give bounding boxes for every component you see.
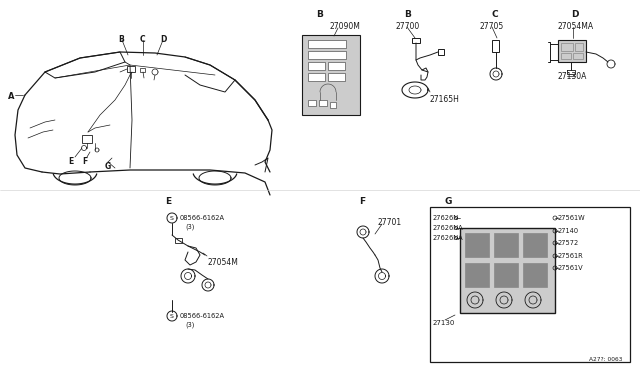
Text: A27?: 0063: A27?: 0063 (589, 357, 622, 362)
Text: (3): (3) (185, 322, 195, 328)
Bar (558, 40, 586, 62)
Bar (438, 49, 444, 55)
Bar (523, 263, 547, 287)
Text: 27054M: 27054M (208, 258, 239, 267)
Text: 27090M: 27090M (330, 22, 361, 31)
Bar (492, 40, 499, 52)
Text: 08566-6162A: 08566-6162A (180, 215, 225, 221)
Text: 27701: 27701 (378, 218, 402, 227)
Bar (523, 233, 547, 257)
Bar (330, 102, 336, 108)
Text: 27054MA: 27054MA (558, 22, 594, 31)
Text: 27561R: 27561R (558, 253, 584, 259)
Bar (465, 263, 489, 287)
Text: (3): (3) (185, 224, 195, 231)
Bar (127, 66, 135, 72)
Bar (308, 40, 346, 48)
Polygon shape (525, 292, 541, 308)
Text: S: S (170, 314, 174, 318)
Text: D: D (572, 10, 579, 19)
Bar (82, 135, 92, 143)
Text: G: G (105, 162, 111, 171)
Text: G: G (444, 197, 452, 206)
Bar (328, 62, 345, 70)
Bar (412, 38, 420, 43)
Bar (460, 228, 555, 313)
Text: 27561W: 27561W (558, 215, 586, 221)
Text: 27626NA: 27626NA (433, 235, 463, 241)
Bar (308, 51, 346, 59)
Text: B: B (118, 35, 124, 44)
Text: C: C (492, 10, 499, 19)
Text: B: B (404, 10, 412, 19)
Bar (561, 43, 573, 51)
Bar (319, 100, 327, 106)
Bar (302, 35, 360, 115)
Bar (308, 100, 316, 106)
Text: 27705: 27705 (480, 22, 504, 31)
Bar (308, 73, 325, 81)
Polygon shape (467, 292, 483, 308)
Text: 27572: 27572 (558, 240, 579, 246)
Bar (430, 207, 630, 362)
Bar (575, 43, 583, 51)
Text: 27130A: 27130A (558, 72, 588, 81)
Text: C: C (140, 35, 146, 44)
Bar (494, 233, 518, 257)
Text: A: A (8, 92, 15, 101)
Bar (308, 62, 325, 70)
Bar (328, 73, 345, 81)
Text: 27626NA: 27626NA (433, 225, 463, 231)
Text: 27130: 27130 (433, 320, 456, 326)
Text: 08566-6162A: 08566-6162A (180, 313, 225, 319)
Text: 27165H: 27165H (430, 95, 460, 104)
Text: 27626N: 27626N (433, 215, 459, 221)
Text: 27700: 27700 (395, 22, 419, 31)
Bar (573, 53, 583, 59)
Text: F: F (359, 197, 365, 206)
Bar (175, 238, 182, 243)
Bar (465, 233, 489, 257)
Text: B: B (317, 10, 323, 19)
Text: 27140: 27140 (558, 228, 579, 234)
Text: S: S (170, 215, 174, 221)
Bar (494, 263, 518, 287)
Text: 27561V: 27561V (558, 265, 584, 271)
Text: F: F (82, 157, 87, 166)
Text: E: E (165, 197, 171, 206)
Text: D: D (160, 35, 166, 44)
Polygon shape (496, 292, 512, 308)
Text: E: E (68, 157, 73, 166)
Bar (561, 53, 571, 59)
Bar (140, 68, 145, 72)
